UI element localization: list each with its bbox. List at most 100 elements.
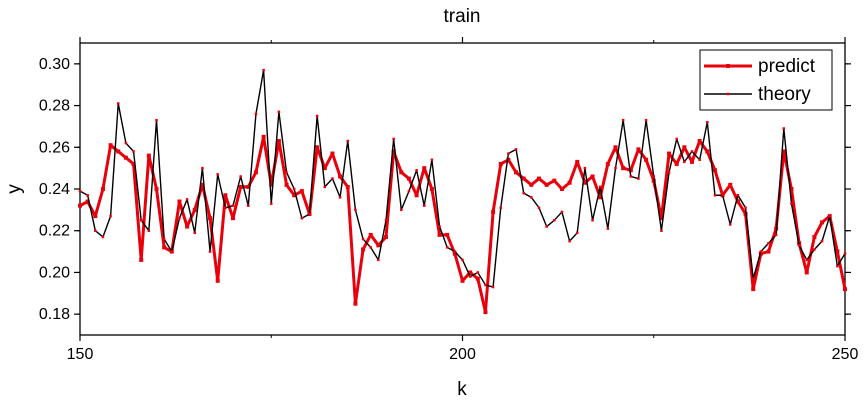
data-point-theory <box>836 264 839 268</box>
data-point-theory <box>721 194 724 197</box>
data-point-predict <box>414 193 419 198</box>
x-tick-label: 250 <box>832 346 859 363</box>
data-point-predict <box>276 139 281 144</box>
data-point-predict <box>231 216 235 221</box>
data-point-theory <box>614 166 617 170</box>
data-point-predict <box>460 278 465 283</box>
data-point-predict <box>100 187 105 191</box>
y-tick-label: 0.22 <box>39 223 70 240</box>
data-point-theory <box>308 212 311 216</box>
data-point-predict <box>338 174 343 179</box>
data-point-theory <box>361 237 365 241</box>
data-point-predict <box>605 161 610 166</box>
data-point-theory <box>407 189 411 193</box>
y-tick-label: 0.28 <box>39 98 70 115</box>
legend: predict theory <box>699 49 833 111</box>
data-point-predict <box>406 176 411 181</box>
data-point-predict <box>766 249 771 254</box>
data-point-theory <box>644 118 648 122</box>
data-point-theory <box>706 121 709 124</box>
data-point-theory <box>514 148 518 151</box>
data-point-theory <box>178 216 181 220</box>
data-point-predict <box>292 193 297 198</box>
data-point-theory <box>522 191 525 195</box>
legend-marker <box>726 92 730 96</box>
legend-label: theory <box>758 84 811 105</box>
data-point-predict <box>475 276 480 281</box>
data-point-predict <box>116 149 121 154</box>
data-point-theory <box>270 202 273 205</box>
chart-title: train <box>444 6 481 27</box>
data-point-predict <box>215 278 220 283</box>
data-point-predict <box>353 301 358 306</box>
data-point-theory <box>805 258 808 262</box>
data-point-theory <box>843 252 847 255</box>
data-point-theory <box>277 110 281 114</box>
data-point-predict <box>185 224 190 229</box>
data-point-theory <box>384 219 388 222</box>
data-point-predict <box>468 270 473 275</box>
data-point-predict <box>399 170 404 175</box>
data-point-predict <box>376 243 381 248</box>
data-point-theory <box>461 258 464 262</box>
data-point-theory <box>377 258 380 262</box>
data-point-theory <box>576 231 579 235</box>
data-point-predict <box>422 166 427 171</box>
data-point-predict <box>368 232 373 237</box>
data-point-theory <box>652 175 655 178</box>
data-point-predict <box>437 232 442 237</box>
data-point-predict <box>93 214 98 219</box>
data-point-predict <box>452 251 457 256</box>
data-point-theory <box>782 127 786 130</box>
data-point-predict <box>529 182 534 187</box>
data-point-theory <box>147 229 151 232</box>
data-point-predict <box>690 159 694 164</box>
legend-item-predict: predict <box>704 56 816 77</box>
data-point-theory <box>392 137 395 141</box>
data-point-theory <box>292 187 296 191</box>
data-point-predict <box>575 159 580 164</box>
data-point-theory <box>591 219 594 222</box>
data-point-theory <box>453 250 457 253</box>
data-point-predict <box>843 287 847 292</box>
data-point-theory <box>767 241 770 245</box>
data-point-theory <box>813 248 816 251</box>
data-point-theory <box>132 150 135 153</box>
data-point-predict <box>315 145 320 150</box>
data-point-theory <box>369 246 372 249</box>
data-point-predict <box>751 287 756 292</box>
data-point-theory <box>185 198 189 201</box>
data-point-predict <box>567 180 572 185</box>
data-point-predict <box>667 151 672 156</box>
data-point-predict <box>598 195 603 200</box>
data-point-predict <box>712 168 717 173</box>
data-point-theory <box>231 204 235 207</box>
data-point-theory <box>484 283 487 287</box>
data-point-theory <box>598 185 602 189</box>
data-point-theory <box>713 194 717 197</box>
data-point-theory <box>637 177 640 180</box>
data-point-theory <box>660 229 663 232</box>
data-point-predict <box>498 161 503 166</box>
legend-item-theory: theory <box>704 84 811 105</box>
data-point-theory <box>537 206 541 210</box>
y-tick-label: 0.26 <box>39 139 70 156</box>
data-point-theory <box>698 158 701 162</box>
data-point-theory <box>790 202 793 205</box>
data-point-theory <box>338 196 342 199</box>
data-point-theory <box>239 175 242 178</box>
data-point-theory <box>86 194 89 197</box>
data-point-theory <box>445 246 449 249</box>
data-point-predict <box>208 216 213 221</box>
data-point-predict <box>162 245 167 250</box>
data-point-predict <box>590 174 595 179</box>
data-point-theory <box>629 175 633 178</box>
series-theory <box>78 68 847 289</box>
data-point-predict <box>345 184 350 189</box>
data-point-predict <box>781 149 786 154</box>
data-point-theory <box>201 166 204 170</box>
data-point-predict <box>544 182 549 187</box>
data-point-theory <box>744 206 747 210</box>
data-point-predict <box>391 149 396 154</box>
